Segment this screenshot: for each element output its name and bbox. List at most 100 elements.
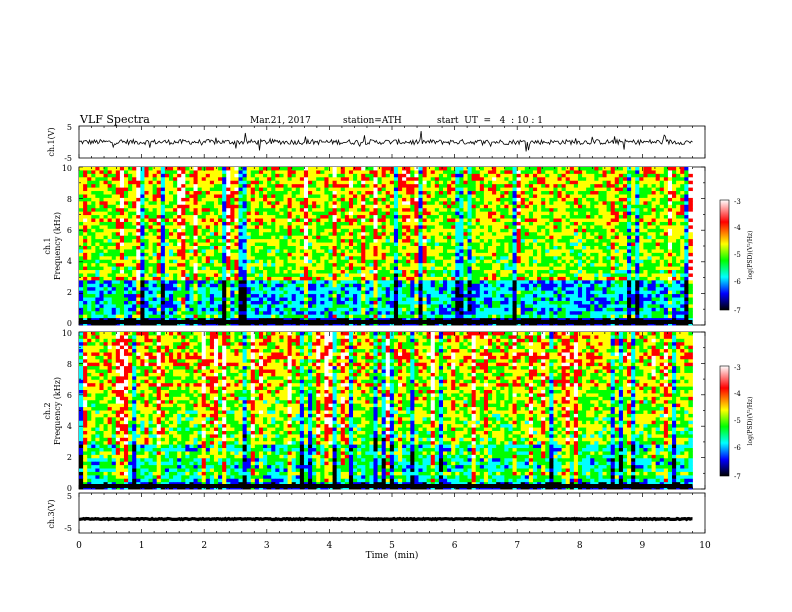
spectrogram-cell <box>434 184 440 188</box>
spectrogram-cell <box>582 246 587 250</box>
spectrogram-cell <box>79 218 84 223</box>
spectrogram-cell <box>688 242 693 247</box>
spectrogram-cell <box>111 252 117 257</box>
spectrogram-cell <box>459 201 464 206</box>
spectrogram-cell <box>348 276 354 281</box>
spectrogram-cell <box>492 211 497 216</box>
spectrogram-cell <box>672 235 677 240</box>
spectrogram-cell <box>83 270 88 274</box>
spectrogram-cell <box>263 180 268 185</box>
spectrogram-cell <box>537 184 542 188</box>
spectrogram-cell <box>573 208 579 213</box>
spectrogram-cell <box>426 177 432 182</box>
spectrogram-cell <box>357 177 362 182</box>
spectrogram-cell <box>140 266 145 271</box>
spectrogram-cell <box>291 225 297 230</box>
spectrogram-cell <box>402 266 407 271</box>
spectrogram-cell <box>136 259 141 264</box>
spectrogram-cell <box>271 180 276 185</box>
spectrogram-cell <box>680 232 685 237</box>
spectrogram-cell <box>577 235 583 240</box>
spectrogram-cell <box>140 173 145 178</box>
spectrogram-cell <box>471 180 477 185</box>
spectrogram-cell <box>128 239 133 243</box>
spectrogram-cell <box>389 256 395 261</box>
spectrogram-cell <box>271 252 276 257</box>
spectrogram-cell <box>177 270 182 274</box>
spectrogram-cell <box>181 173 186 178</box>
spectrogram-cell <box>373 228 378 233</box>
spectrogram-cell <box>95 194 100 199</box>
spectrogram-cell <box>83 252 88 257</box>
spectrogram-cell <box>340 201 346 206</box>
spectrogram-cell <box>447 215 452 219</box>
spectrogram-cell <box>553 228 558 233</box>
spectrogram-cell <box>663 191 669 195</box>
spectrogram-cell <box>410 167 415 171</box>
spectrogram-cell <box>373 177 378 182</box>
spectrogram-cell <box>361 173 366 178</box>
spectrogram-cell <box>381 256 387 261</box>
spectrogram-cell <box>443 177 448 182</box>
spectrogram-cell <box>455 184 460 188</box>
spectrogram-cell <box>87 232 92 237</box>
spectrogram-cell <box>361 252 366 257</box>
spectrogram-cell <box>103 259 109 264</box>
spectrogram-cell <box>328 266 333 271</box>
spectrogram-cell <box>83 218 88 223</box>
spectrogram-cell <box>91 249 96 254</box>
spectrogram-cell <box>197 208 203 213</box>
spectrogram-cell <box>336 173 342 178</box>
spectrogram-cell <box>414 177 419 182</box>
spectrogram-cell <box>361 187 366 192</box>
spectrogram-cell <box>504 270 509 274</box>
spectrogram-cell <box>369 204 374 209</box>
spectrogram-cell <box>651 249 657 254</box>
spectrogram-cell <box>430 225 436 230</box>
spectrogram-cell <box>614 187 620 192</box>
spectrogram-cell <box>414 204 419 209</box>
spectrogram-cell <box>639 191 644 195</box>
spectrogram-cell <box>238 208 243 213</box>
spectrogram-cell <box>639 273 644 278</box>
spectrogram-cell <box>132 246 137 250</box>
spectrogram-cell <box>541 191 546 195</box>
spectrogram-cell <box>402 187 407 192</box>
spectrogram-cell <box>504 235 509 240</box>
spectrogram-cell <box>622 167 628 171</box>
spectrogram-cell <box>557 194 562 199</box>
spectrogram-cell <box>422 215 428 219</box>
spectrogram-cell <box>398 252 403 257</box>
spectrogram-cell <box>344 218 350 223</box>
spectrogram-cell <box>598 252 603 257</box>
spectrogram-cell <box>344 177 350 182</box>
spectrogram-cell <box>622 259 628 264</box>
spectrogram-cell <box>680 273 685 278</box>
spectrogram-cell <box>197 197 203 202</box>
spectrogram-cell <box>582 263 587 267</box>
spectrogram-cell <box>193 194 199 199</box>
spectrogram-cell <box>377 225 383 230</box>
spectrogram-cell <box>295 177 301 182</box>
spectrogram-cell <box>598 215 603 219</box>
spectrogram-cell <box>639 167 644 171</box>
spectrogram-cell <box>332 197 338 202</box>
spectrogram-cell <box>353 211 358 216</box>
spectrogram-cell <box>577 211 583 216</box>
spectrogram-cell <box>205 263 211 267</box>
spectrogram-cell <box>398 218 403 223</box>
spectrogram-cell <box>553 201 558 206</box>
spectrogram-cell <box>87 259 92 264</box>
spectrogram-cell <box>258 211 264 216</box>
spectrogram-cell <box>492 197 497 202</box>
spectrogram-cell <box>467 242 473 247</box>
spectrogram-cell <box>246 170 252 175</box>
spectrogram-cell <box>614 194 620 199</box>
spectrogram-cell <box>528 184 534 188</box>
spectrogram-cell <box>647 173 652 178</box>
spectrogram-cell <box>348 249 354 254</box>
spectrogram-cell <box>189 204 194 209</box>
spectrogram-cell <box>402 242 407 247</box>
spectrogram-cell <box>459 170 464 175</box>
spectrogram-cell <box>128 194 133 199</box>
